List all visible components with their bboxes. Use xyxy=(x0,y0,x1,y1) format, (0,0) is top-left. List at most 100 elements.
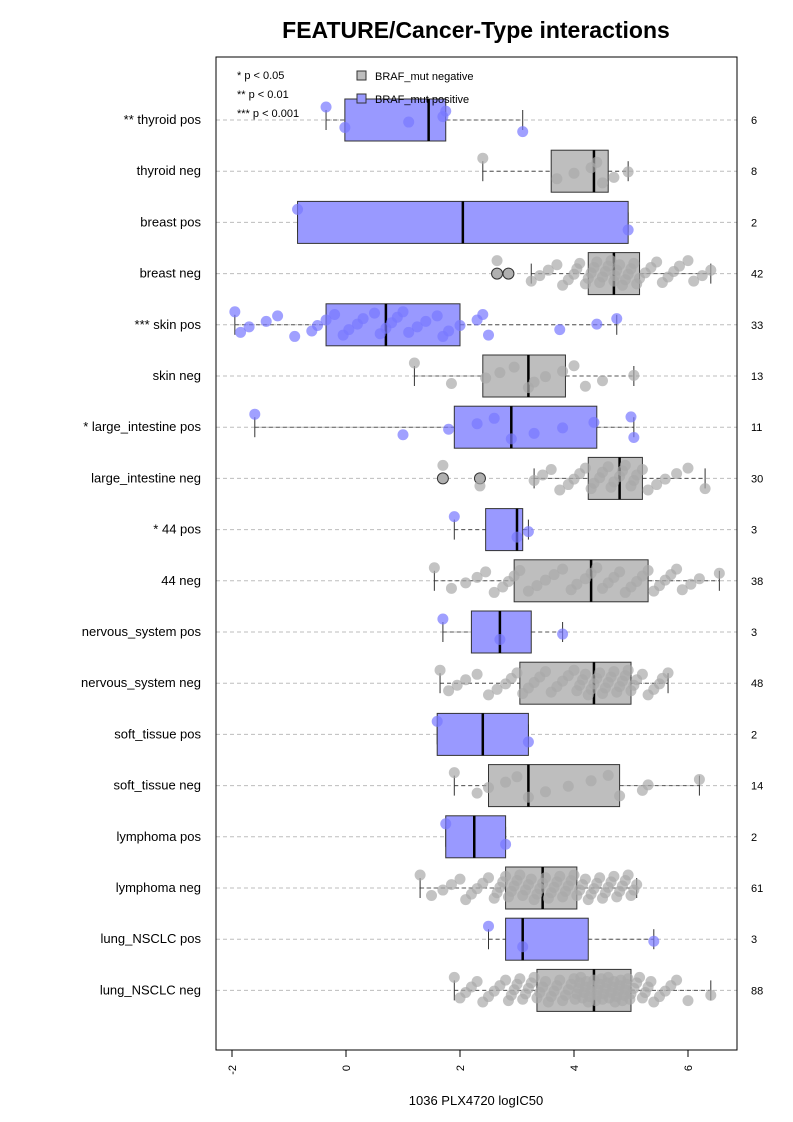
data-point xyxy=(597,177,608,189)
data-point xyxy=(551,259,563,271)
data-point xyxy=(628,431,640,443)
count-labels: 6 8 2 42 33 13 11 30 3 38 3 48 2 14 2 61 3 88 xyxy=(751,115,763,997)
data-point xyxy=(642,484,654,496)
data-point xyxy=(448,971,460,983)
data-point xyxy=(471,976,483,988)
count-label: 11 xyxy=(751,422,762,434)
count-label: 30 xyxy=(751,473,763,485)
data-point xyxy=(339,122,351,134)
data-point xyxy=(542,264,554,276)
data-point xyxy=(525,275,537,287)
data-point xyxy=(534,270,546,282)
data-point xyxy=(614,790,626,802)
data-point xyxy=(420,315,432,327)
data-point xyxy=(614,566,626,578)
data-point xyxy=(471,668,483,680)
data-point xyxy=(448,511,460,523)
data-point xyxy=(557,365,569,377)
data-point xyxy=(568,869,580,881)
data-point xyxy=(528,474,540,486)
x-tick-label: 6 xyxy=(683,1065,695,1071)
data-point xyxy=(522,585,534,597)
row-label: ** thyroid pos xyxy=(124,112,202,127)
legend-label: BRAF_mut positive xyxy=(375,94,469,106)
count-label: 2 xyxy=(751,729,757,741)
data-point xyxy=(500,776,512,788)
data-point xyxy=(594,872,606,884)
data-point xyxy=(705,264,717,276)
data-point xyxy=(272,310,284,322)
data-point xyxy=(471,787,483,799)
data-point xyxy=(540,786,551,798)
data-point xyxy=(531,580,543,592)
significance-legend-entry: ** p < 0.01 xyxy=(237,89,289,101)
data-point xyxy=(537,469,549,481)
data-point xyxy=(579,462,591,474)
data-point xyxy=(682,462,694,474)
data-point xyxy=(397,306,409,318)
chart-title: FEATURE/Cancer-Type interactions xyxy=(282,17,670,43)
data-point xyxy=(540,666,551,678)
data-point xyxy=(235,326,247,338)
data-point xyxy=(454,873,466,885)
data-point xyxy=(508,361,520,373)
data-point xyxy=(514,869,526,881)
data-point xyxy=(343,324,355,336)
data-point xyxy=(440,818,452,830)
data-point xyxy=(428,562,440,574)
data-point xyxy=(528,427,540,439)
data-point xyxy=(579,668,591,680)
data-point xyxy=(693,773,705,785)
count-label: 33 xyxy=(751,320,763,332)
data-point xyxy=(588,416,600,428)
data-point xyxy=(597,375,608,387)
data-point xyxy=(611,313,623,325)
data-point xyxy=(474,480,486,492)
data-point xyxy=(292,203,304,215)
count-label: 42 xyxy=(751,269,763,281)
data-point xyxy=(540,371,551,383)
data-point xyxy=(608,171,620,183)
data-point xyxy=(540,976,551,988)
x-tick-label: 2 xyxy=(455,1065,467,1071)
data-point xyxy=(673,260,685,272)
data-point xyxy=(585,775,597,787)
data-point xyxy=(551,173,563,185)
data-point xyxy=(525,873,537,885)
data-point xyxy=(579,873,591,885)
data-point xyxy=(631,879,643,891)
data-point xyxy=(445,879,457,891)
data-point xyxy=(579,380,591,392)
data-point xyxy=(545,464,557,476)
data-point xyxy=(619,459,631,471)
data-point xyxy=(483,329,494,341)
data-point xyxy=(528,376,540,388)
data-point xyxy=(320,314,332,326)
data-point xyxy=(602,769,614,781)
data-point xyxy=(511,771,523,783)
count-label: 3 xyxy=(751,525,757,537)
data-point xyxy=(528,971,540,983)
box xyxy=(470,610,532,654)
box xyxy=(488,764,621,808)
data-point xyxy=(568,167,580,179)
row-label: * 44 pos xyxy=(153,522,201,537)
data-point xyxy=(642,565,654,577)
data-point xyxy=(451,679,463,691)
data-point xyxy=(403,326,415,338)
grid-lines xyxy=(216,119,737,991)
data-point xyxy=(571,578,583,590)
data-point xyxy=(591,562,603,574)
row-label: lymphoma pos xyxy=(116,829,201,844)
data-point xyxy=(628,369,640,381)
data-point xyxy=(445,378,457,390)
data-point xyxy=(500,838,512,850)
row-label: nervous_system neg xyxy=(81,675,201,690)
data-point xyxy=(622,973,634,985)
data-point xyxy=(682,255,694,267)
count-label: 61 xyxy=(751,883,763,895)
data-point xyxy=(471,571,483,583)
row-label: breast neg xyxy=(140,266,201,281)
count-label: 3 xyxy=(751,627,757,639)
